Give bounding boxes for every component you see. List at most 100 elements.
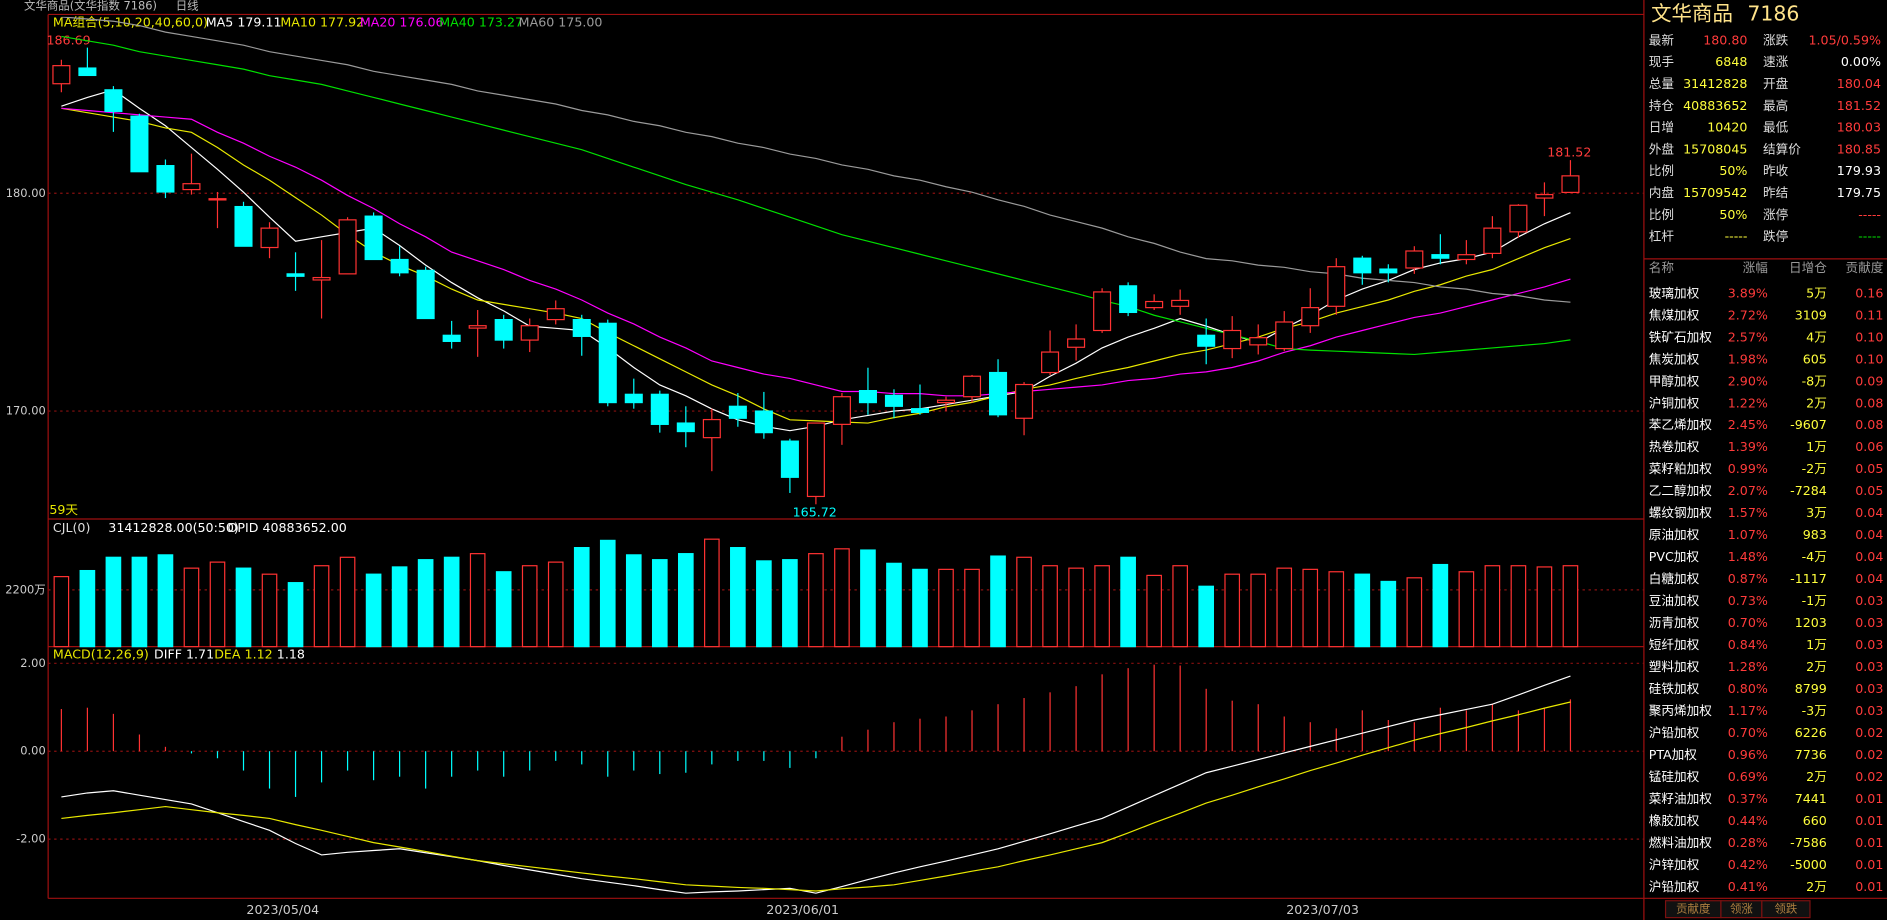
candle-body <box>1353 257 1372 274</box>
volume-bar <box>443 556 460 648</box>
table-cell: 0.70% <box>1728 725 1768 740</box>
y-tick-label: 2.00 <box>20 656 45 670</box>
quote-value: 180.85 <box>1837 141 1881 156</box>
volume-bar <box>834 548 850 648</box>
table-cell: 0.10 <box>1855 351 1883 366</box>
volume-bar <box>235 567 252 648</box>
table-cell: 0.01 <box>1855 813 1883 828</box>
candle-body <box>1405 250 1424 269</box>
tab[interactable] <box>1761 900 1811 919</box>
table-cell: 0.08 <box>1855 417 1883 432</box>
candle-body <box>989 371 1008 416</box>
ma-legend: MA60 175.00 <box>519 14 603 29</box>
table-cell: 0.01 <box>1855 791 1883 806</box>
table-cell: 1.28% <box>1728 659 1768 674</box>
volume-bar <box>1562 565 1579 648</box>
candle-body <box>182 183 201 191</box>
table-cell: 0.06 <box>1855 439 1883 454</box>
table-cell: 0.03 <box>1855 593 1883 608</box>
tab-label[interactable]: 贡献度 <box>1676 902 1710 916</box>
quote-label: 持仓 <box>1649 98 1675 113</box>
volume-bar <box>469 553 486 648</box>
table-cell: 0.69% <box>1728 769 1768 784</box>
y-tick-label: 2200万 <box>5 582 45 596</box>
tab-label[interactable]: 领跌 <box>1774 902 1797 916</box>
table-cell: 热卷加权 <box>1649 439 1700 454</box>
candle-body <box>1171 299 1190 307</box>
volume-bar <box>1042 565 1058 648</box>
table-cell: 3万 <box>1806 505 1827 520</box>
table-cell: 660 <box>1803 813 1827 828</box>
volume-bar <box>157 554 174 648</box>
quote-value: 181.52 <box>1837 98 1881 113</box>
volume-bar <box>625 554 642 648</box>
candle-body <box>1327 266 1346 307</box>
table-header: 名称 <box>1649 260 1675 275</box>
macd-title: MACD(12,26,9) <box>53 647 149 662</box>
macd-line <box>61 675 1571 894</box>
table-cell: 0.02 <box>1855 725 1883 740</box>
candle-body <box>1249 337 1268 346</box>
candle-body <box>598 322 617 404</box>
volume-bar <box>1250 573 1267 648</box>
volume-bar <box>1016 556 1032 648</box>
tab-label[interactable]: 领涨 <box>1730 902 1753 916</box>
ma-legend: MA20 176.06 <box>360 14 444 29</box>
volume-bar <box>313 565 330 648</box>
quote-value: ----- <box>1858 207 1881 222</box>
table-cell: -2万 <box>1802 461 1827 476</box>
table-cell: 0.02 <box>1855 769 1883 784</box>
volume-bar <box>1172 565 1188 648</box>
volume-bar <box>756 560 772 648</box>
quote-value: 180.04 <box>1837 76 1881 91</box>
table-cell: 橡胶加权 <box>1649 813 1700 828</box>
ma-line <box>61 16 1571 303</box>
candle-body <box>364 215 383 261</box>
volume-bar <box>261 573 278 648</box>
table-cell: 1.39% <box>1728 439 1768 454</box>
quote-label: 现手 <box>1649 54 1675 69</box>
volume-bar <box>1302 568 1319 648</box>
volume-bar <box>651 559 668 648</box>
table-cell: 沪铜加权 <box>1649 395 1700 410</box>
period-selector[interactable]: 日线 <box>176 0 199 13</box>
volume-total: 31412828.00(50:50) <box>108 520 239 535</box>
low-label: 165.72 <box>793 504 837 519</box>
table-cell: 2万 <box>1806 659 1827 674</box>
quote-value: 0.00% <box>1841 54 1881 69</box>
candle-body <box>130 115 149 173</box>
volume-bar <box>782 559 798 648</box>
quote-label: 昨收 <box>1763 163 1789 178</box>
table-cell: 0.73% <box>1728 593 1768 608</box>
table-cell: 0.70% <box>1728 615 1768 630</box>
table-cell: 5万 <box>1806 285 1827 300</box>
table-cell: 0.84% <box>1728 637 1768 652</box>
table-cell: PVC加权 <box>1649 549 1700 564</box>
volume-bar <box>1354 573 1371 648</box>
quote-value: 6848 <box>1715 54 1747 69</box>
table-cell: 1.22% <box>1728 395 1768 410</box>
candle-body <box>1509 204 1528 233</box>
quote-label: 涨停 <box>1763 207 1788 222</box>
candle-body <box>702 418 721 439</box>
volume-bar <box>1224 573 1241 648</box>
table-cell: 0.09 <box>1855 373 1883 388</box>
volume-bar <box>1094 565 1110 648</box>
table-cell: 0.04 <box>1855 571 1883 586</box>
quote-label: 比例 <box>1649 163 1674 178</box>
quote-value: 180.03 <box>1837 120 1881 135</box>
candle-body <box>1041 351 1060 374</box>
table-cell: -5000 <box>1790 857 1827 872</box>
volume-bar <box>886 562 902 648</box>
table-cell: 豆油加权 <box>1649 593 1700 608</box>
table-cell: 0.42% <box>1728 857 1768 872</box>
candle-body <box>806 422 825 498</box>
candle-body <box>286 273 305 277</box>
candle-body <box>832 396 851 425</box>
quote-label: 日增 <box>1649 120 1674 135</box>
table-cell: 0.37% <box>1728 791 1768 806</box>
candle-body <box>1119 285 1138 314</box>
volume-bar <box>1406 577 1423 648</box>
volume-bar <box>938 568 954 648</box>
